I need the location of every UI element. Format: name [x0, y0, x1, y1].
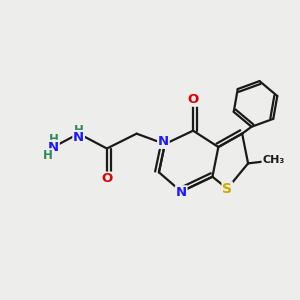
Text: N: N — [48, 140, 59, 154]
Text: N: N — [158, 135, 169, 148]
Text: CH₃: CH₃ — [262, 155, 284, 165]
Text: N: N — [73, 131, 84, 144]
Text: H: H — [43, 149, 52, 162]
Text: N: N — [176, 186, 187, 199]
Text: H: H — [49, 133, 58, 146]
Text: S: S — [222, 182, 232, 196]
Text: H: H — [74, 124, 84, 136]
Text: O: O — [101, 172, 112, 185]
Text: O: O — [188, 93, 199, 106]
